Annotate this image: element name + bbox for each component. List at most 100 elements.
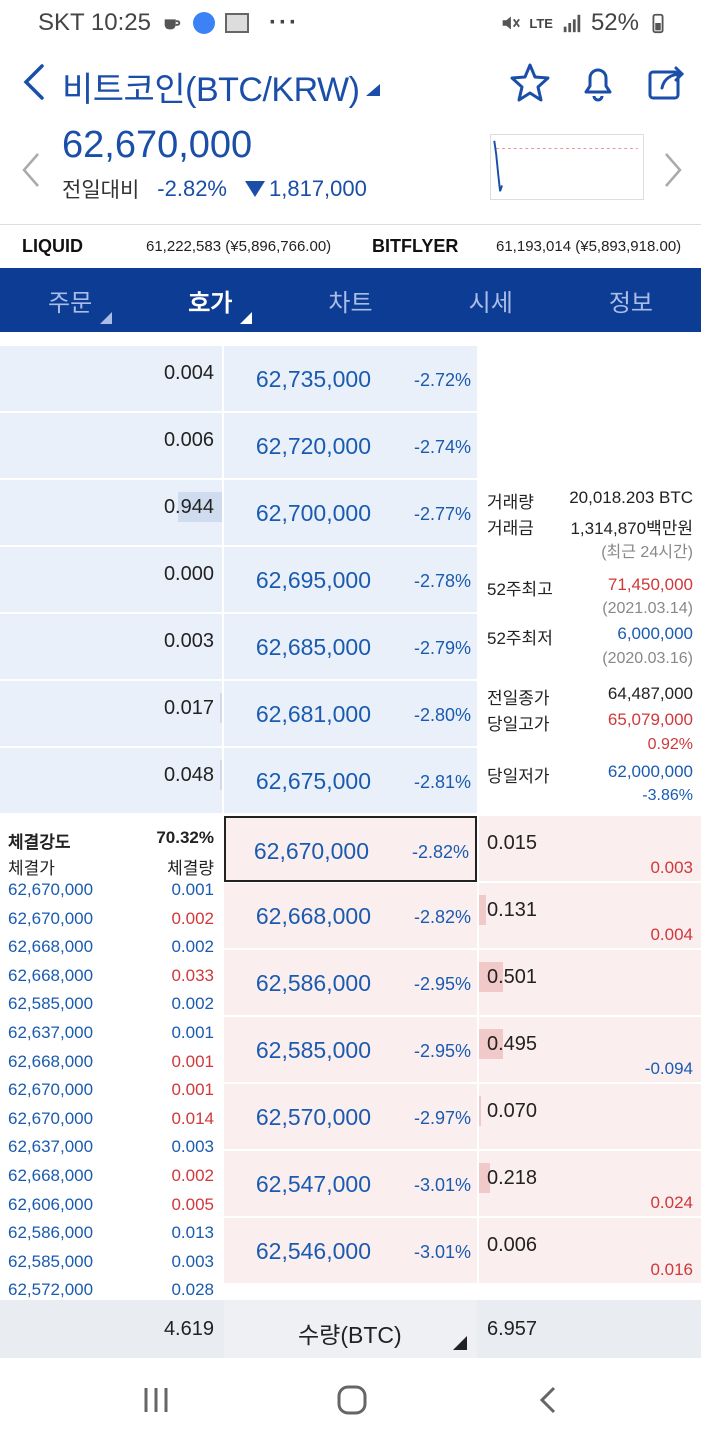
bid-price-cell[interactable]: 62,586,000 -2.95%: [224, 950, 477, 1016]
dropdown-triangle-icon: [100, 312, 113, 324]
day-high-value: 65,079,000: [607, 710, 693, 729]
news-notification-icon: [224, 13, 249, 33]
tab-label: 차트: [328, 289, 373, 317]
ask-price-cell[interactable]: 62,695,000 -2.78%: [224, 547, 477, 613]
ask-qty-cell[interactable]: 0.003: [0, 614, 222, 680]
bid-qty-cell[interactable]: 0.218 0.024: [479, 1151, 701, 1217]
dropdown-triangle-icon: [240, 312, 253, 324]
ask-rate: -2.72%: [413, 370, 471, 390]
low52-value: 6,000,000: [617, 624, 693, 643]
tab-orderbook[interactable]: 호가: [140, 268, 280, 332]
trade-row: 62,670,000 0.001: [8, 1080, 214, 1100]
ask-qty-cell[interactable]: 0.048: [0, 748, 222, 814]
down-triangle-icon[interactable]: [366, 84, 380, 96]
ask-qty: 0.006: [163, 429, 214, 451]
bid-qty-change: 0.024: [650, 1193, 693, 1212]
ask-price-cell[interactable]: 62,685,000 -2.79%: [224, 614, 477, 680]
ask-price: 62,681,000: [255, 701, 371, 727]
trade-price: 62,606,000: [8, 1194, 94, 1214]
bid-qty-cell[interactable]: 0.495 -0.094: [479, 1017, 701, 1083]
bid-price-cell[interactable]: 62,546,000 -3.01%: [224, 1218, 477, 1284]
trade-qty-header: 체결량: [167, 859, 214, 878]
trade-row: 62,606,000 0.005: [8, 1195, 214, 1215]
tab-label: 정보: [608, 289, 653, 317]
bid-rate: -2.95%: [413, 1041, 471, 1061]
bid-qty: 0.218: [487, 1167, 538, 1189]
trade-qty: 0.002: [171, 994, 214, 1014]
share-icon[interactable]: [644, 60, 688, 104]
tab-info[interactable]: 정보: [561, 268, 701, 332]
ask-qty-cell[interactable]: 0.000: [0, 547, 222, 613]
current-price-cell[interactable]: 62,670,000 -2.82%: [224, 816, 477, 882]
bid-price: 62,668,000: [255, 903, 371, 929]
bid-qty-cell[interactable]: 0.015 0.003: [479, 816, 701, 882]
bid-price-cell[interactable]: 62,668,000 -2.82%: [224, 883, 477, 949]
ask-price: 62,695,000: [255, 567, 371, 593]
trade-row: 62,637,000 0.003: [8, 1137, 214, 1157]
star-icon[interactable]: [508, 60, 552, 104]
back-icon[interactable]: [16, 60, 52, 104]
market-info-panel: 거래량 20,018.203 BTC 거래금 1,314,870백만원 (최근 24…: [479, 332, 701, 816]
chevron-left-icon[interactable]: [20, 150, 44, 190]
ask-qty-cell[interactable]: 0.017: [0, 681, 222, 747]
order-book: 0.004 62,735,000 -2.72% 0.006 62,720,000 -2.7…: [0, 332, 701, 1300]
bid-price-cell[interactable]: 62,570,000 -2.97%: [224, 1084, 477, 1150]
ask-qty: 0.004: [163, 362, 214, 384]
bid-qty-cell[interactable]: 0.501: [479, 950, 701, 1016]
bid-qty-cell[interactable]: 0.131 0.004: [479, 883, 701, 949]
tab-chart[interactable]: 차트: [280, 268, 420, 332]
bid-qty-change: 0.003: [650, 858, 693, 877]
volume-label: 거래량: [487, 493, 534, 512]
unit-selector[interactable]: 수량(BTC): [224, 1300, 477, 1358]
chevron-right-icon[interactable]: [660, 150, 684, 190]
trade-row: 62,668,000 0.002: [8, 1166, 214, 1186]
mini-price-chart[interactable]: [490, 134, 644, 200]
bid-price-cell[interactable]: 62,547,000 -3.01%: [224, 1151, 477, 1217]
ask-price-cell[interactable]: 62,681,000 -2.80%: [224, 681, 477, 747]
bid-qty: 0.015: [487, 832, 538, 854]
tab-order[interactable]: 주문: [0, 268, 140, 332]
bid-price-cell[interactable]: 62,585,000 -2.95%: [224, 1017, 477, 1083]
ask-qty: 0.944: [163, 496, 214, 518]
ask-price-cell[interactable]: 62,720,000 -2.74%: [224, 413, 477, 479]
bid-qty-change: 0.004: [650, 925, 693, 944]
tab-label: 주문: [48, 289, 93, 317]
ask-price-cell[interactable]: 62,735,000 -2.72%: [224, 346, 477, 412]
day-high-label: 당일고가: [487, 715, 550, 734]
day-low-rate: -3.86%: [642, 787, 693, 804]
ask-volume-bar: [178, 492, 222, 522]
current-price: 62,670,000: [62, 124, 253, 166]
change-amount-group: 1,817,000: [245, 176, 367, 202]
tab-label: 호가: [188, 289, 233, 317]
battery-percent: 52%: [590, 9, 639, 36]
home-icon[interactable]: [332, 1380, 372, 1420]
more-notifications-icon: ···: [268, 9, 299, 36]
bid-price: 62,547,000: [255, 1171, 371, 1197]
exchange-value: 61,222,583 (¥5,896,766.00): [146, 238, 332, 255]
page-title[interactable]: 비트코인(BTC/KRW): [62, 71, 360, 109]
recent-apps-icon[interactable]: [136, 1380, 176, 1420]
trade-price: 62,668,000: [8, 1051, 94, 1071]
bid-qty-change: -0.094: [644, 1059, 693, 1078]
trade-qty: 0.001: [171, 1023, 214, 1042]
ask-rate: -2.79%: [413, 638, 471, 658]
coffee-icon: [164, 19, 181, 30]
strength-label: 체결강도: [8, 833, 71, 852]
bid-qty-cell[interactable]: 0.006 0.016: [479, 1218, 701, 1284]
tab-quotes[interactable]: 시세: [421, 268, 561, 332]
system-back-icon[interactable]: [528, 1380, 568, 1420]
trade-qty: 0.014: [171, 1108, 214, 1128]
ask-price-cell[interactable]: 62,675,000 -2.81%: [224, 748, 477, 814]
trade-price: 62,585,000: [8, 994, 94, 1014]
bid-qty: 0.070: [487, 1100, 538, 1122]
exchange-name: LIQUID: [22, 236, 83, 256]
ask-volume-bar: [220, 760, 222, 790]
ask-qty-cell[interactable]: 0.006: [0, 413, 222, 479]
ask-qty-cell[interactable]: 0.004: [0, 346, 222, 412]
ask-qty-cell[interactable]: 0.944: [0, 480, 222, 546]
trade-row: 62,670,000 0.001: [8, 880, 214, 900]
trade-qty: 0.003: [171, 1137, 214, 1157]
ask-price-cell[interactable]: 62,700,000 -2.77%: [224, 480, 477, 546]
bell-icon[interactable]: [576, 60, 620, 104]
bid-qty-cell[interactable]: 0.070: [479, 1084, 701, 1150]
